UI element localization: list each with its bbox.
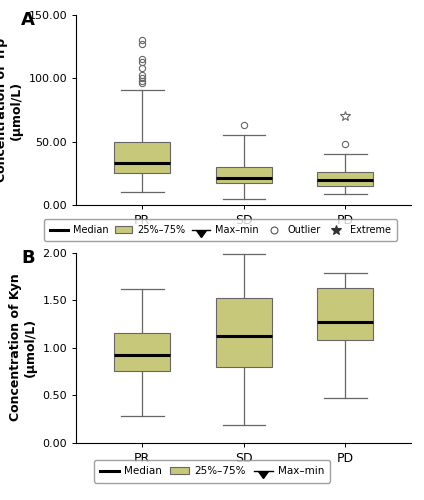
Bar (216, 167, 272, 184)
Text: B: B (21, 248, 35, 266)
Legend: Median, 25%–75%, Max–min: Median, 25%–75%, Max–min (94, 460, 330, 482)
Legend: Median, 25%–75%, Max–min, Outlier, Extreme: Median, 25%–75%, Max–min, Outlier, Extre… (45, 219, 396, 241)
Bar (318, 172, 373, 186)
Bar (216, 298, 272, 366)
Y-axis label: Concentration of Kyn
(μmol/L): Concentration of Kyn (μmol/L) (9, 274, 37, 422)
Bar (114, 142, 170, 174)
Text: A: A (21, 11, 35, 29)
Bar (318, 288, 373, 340)
Bar (114, 334, 170, 372)
Y-axis label: Concentration of Trp
(μmol/L): Concentration of Trp (μmol/L) (0, 38, 23, 182)
